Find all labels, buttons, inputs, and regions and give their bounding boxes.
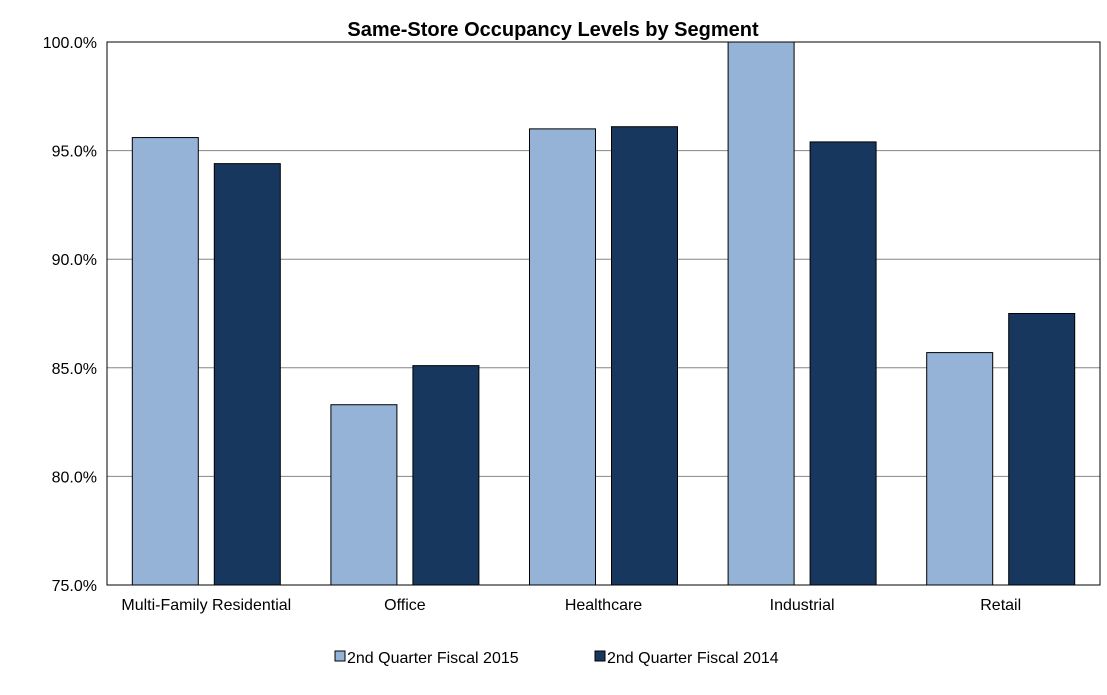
bar-fy2014-1 bbox=[412, 365, 480, 586]
x-axis-ticks: Multi-Family Residential Office Healthcare… bbox=[121, 597, 1021, 614]
y-tick-label: 90.0% bbox=[52, 252, 97, 269]
y-tick-label: 80.0% bbox=[52, 469, 97, 486]
bar-fy2015-3 bbox=[727, 41, 795, 586]
x-tick-label: Industrial bbox=[770, 597, 835, 614]
legend: 2nd Quarter Fiscal 2015 2nd Quarter Fisca… bbox=[334, 650, 779, 667]
bar-fy2014-0 bbox=[213, 163, 281, 586]
bar-fy2015-2 bbox=[529, 128, 596, 586]
bar-fy2014-3 bbox=[809, 141, 877, 586]
bars bbox=[131, 41, 1076, 586]
plot-area-frame bbox=[106, 41, 1101, 586]
y-tick-label: 85.0% bbox=[52, 361, 97, 378]
bar-fy2015-4 bbox=[926, 352, 994, 586]
chart-title: Same-Store Occupancy Levels by Segment bbox=[347, 19, 759, 41]
x-tick-label: Office bbox=[384, 597, 426, 614]
y-tick-label: 100.0% bbox=[43, 35, 97, 52]
y-tick-label: 75.0% bbox=[52, 578, 97, 595]
legend-swatch bbox=[334, 650, 346, 662]
legend-label: 2nd Quarter Fiscal 2015 bbox=[347, 650, 519, 667]
legend-label: 2nd Quarter Fiscal 2014 bbox=[607, 650, 779, 667]
y-tick-label: 95.0% bbox=[52, 144, 97, 161]
bar-fy2014-2 bbox=[611, 126, 678, 586]
y-axis-ticks: 75.0% 80.0% 85.0% 90.0% 95.0% 100.0% bbox=[43, 35, 97, 595]
x-tick-label: Healthcare bbox=[565, 597, 642, 614]
x-tick-label: Retail bbox=[980, 597, 1021, 614]
x-tick-label: Multi-Family Residential bbox=[121, 597, 291, 614]
bar-fy2015-1 bbox=[330, 404, 398, 586]
bar-fy2015-0 bbox=[131, 137, 199, 586]
legend-swatch bbox=[594, 650, 606, 662]
bar-fy2014-4 bbox=[1008, 313, 1076, 586]
